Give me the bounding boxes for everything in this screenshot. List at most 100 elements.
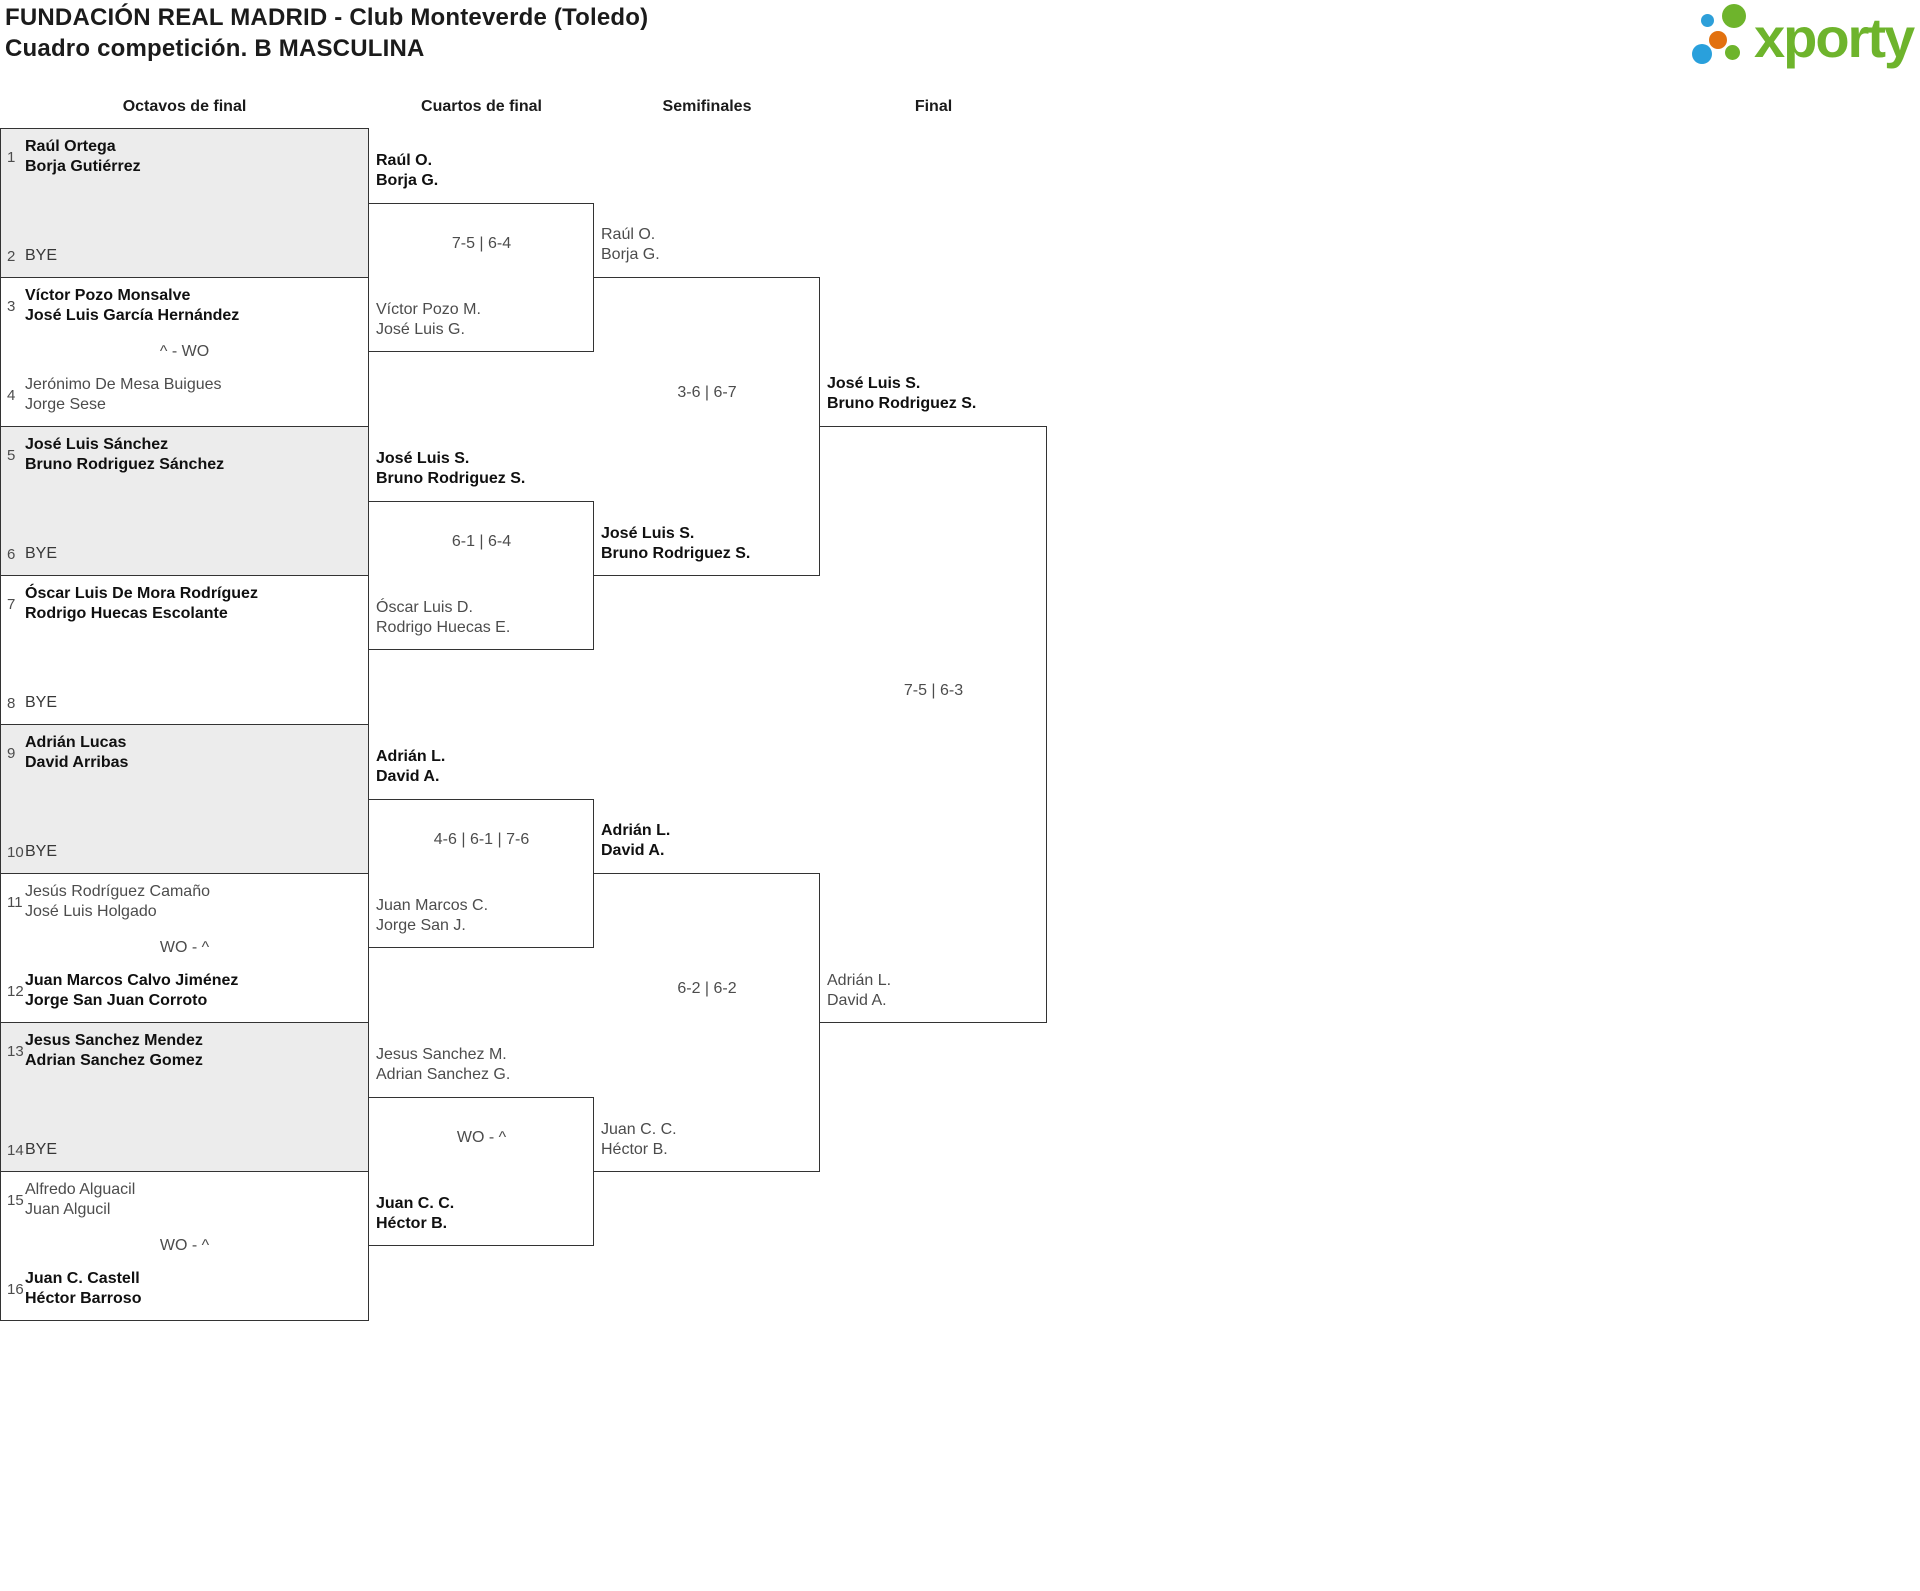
sf-match-1-box	[594, 277, 820, 576]
team-names: José Luis S. Bruno Rodriguez S.	[827, 375, 977, 412]
team-names: Juan C. Castell Héctor Barroso	[25, 1270, 142, 1307]
logo-dot-icon	[1709, 31, 1727, 49]
team-names: Óscar Luis D. Rodrigo Huecas E.	[376, 599, 511, 636]
xporty-logo[interactable]: xporty	[1690, 4, 1920, 79]
final-match-box	[820, 426, 1047, 1023]
team-names: Juan C. C. Héctor B.	[601, 1121, 677, 1158]
team-entry: 12 Juan Marcos Calvo Jiménez Jorge San J…	[7, 971, 360, 1011]
team-names: BYE	[25, 545, 58, 562]
team-names: José Luis S. Bruno Rodriguez S.	[601, 525, 751, 562]
team-entry: 14 BYE	[7, 1140, 360, 1160]
team-names: Jesus Sanchez M. Adrian Sanchez G.	[376, 1046, 511, 1083]
team-names: Adrián L. David A.	[376, 748, 446, 785]
draw-subtitle: Cuadro competición. B MASCULINA	[5, 35, 425, 62]
team-names: Jesús Rodríguez Camaño José Luis Holgado	[25, 883, 210, 920]
team-names: Jesus Sanchez Mendez Adrian Sanchez Gome…	[25, 1032, 203, 1069]
team-names: BYE	[25, 1141, 58, 1158]
team-names: BYE	[25, 843, 58, 860]
logo-dot-icon	[1722, 4, 1746, 28]
team-names: Adrián L. David A.	[601, 822, 671, 859]
round-header-final: Final	[914, 98, 953, 115]
logo-dot-icon	[1701, 14, 1714, 27]
event-title: FUNDACIÓN REAL MADRID - Club Monteverde …	[5, 4, 649, 31]
seed-number: 15	[7, 1191, 24, 1209]
team-names: Juan C. C. Héctor B.	[376, 1195, 455, 1232]
seed-number: 9	[7, 744, 16, 762]
sf-match-2-box	[594, 873, 820, 1172]
qf-match-3-box	[369, 799, 594, 948]
page-title: FUNDACIÓN REAL MADRID - Club Monteverde …	[5, 2, 648, 64]
team-names: José Luis Sánchez Bruno Rodriguez Sánche…	[25, 436, 225, 473]
seed-number: 2	[7, 247, 16, 265]
team-names: Adrián L. David A.	[827, 972, 892, 1009]
team-names: Juan Marcos C. Jorge San J.	[376, 897, 489, 934]
team-entry: 13 Jesus Sanchez Mendez Adrian Sanchez G…	[7, 1031, 360, 1071]
match-score: 4-6 | 6-1 | 7-6	[433, 831, 530, 848]
team-names: Alfredo Alguacil Juan Algucil	[25, 1181, 136, 1218]
match-score: WO - ^	[159, 1237, 210, 1254]
seed-number: 8	[7, 694, 16, 712]
r16-match-3: 5 José Luis Sánchez Bruno Rodriguez Sánc…	[0, 426, 369, 576]
seed-number: 4	[7, 386, 16, 404]
logo-dot-icon	[1725, 45, 1740, 60]
match-score: 6-2 | 6-2	[677, 980, 737, 997]
match-score: 7-5 | 6-4	[451, 235, 512, 252]
team-entry: 9 Adrián Lucas David Arribas	[7, 733, 360, 773]
match-score: 7-5 | 6-3	[903, 682, 964, 699]
team-names: Óscar Luis De Mora Rodríguez Rodrigo Hue…	[25, 585, 258, 622]
seed-number: 11	[7, 893, 23, 911]
team-entry: 10 BYE	[7, 842, 360, 862]
team-entry: 2 BYE	[7, 246, 360, 266]
r16-match-4: 7 Óscar Luis De Mora Rodríguez Rodrigo H…	[0, 575, 369, 725]
team-names: Jerónimo De Mesa Buigues Jorge Sese	[25, 376, 222, 413]
seed-number: 13	[7, 1042, 24, 1060]
match-score: WO - ^	[159, 939, 210, 956]
seed-number: 7	[7, 595, 16, 613]
team-names: BYE	[25, 247, 58, 264]
round-header-semifinales: Semifinales	[662, 98, 752, 115]
logo-dot-icon	[1692, 44, 1712, 64]
team-names: Juan Marcos Calvo Jiménez Jorge San Juan…	[25, 972, 239, 1009]
r16-match-1: 1 Raúl Ortega Borja Gutiérrez 2 BYE	[0, 128, 369, 278]
qf-match-2-box	[369, 501, 594, 650]
seed-number: 6	[7, 545, 16, 563]
r16-match-6: 11 Jesús Rodríguez Camaño José Luis Holg…	[0, 873, 369, 1023]
team-entry: 1 Raúl Ortega Borja Gutiérrez	[7, 137, 360, 177]
round-header-octavos: Octavos de final	[122, 98, 247, 115]
qf-match-4-box	[369, 1097, 594, 1246]
team-entry: 7 Óscar Luis De Mora Rodríguez Rodrigo H…	[7, 584, 360, 624]
team-entry: 16 Juan C. Castell Héctor Barroso	[7, 1269, 360, 1309]
team-entry: 8 BYE	[7, 693, 360, 713]
team-entry: 4 Jerónimo De Mesa Buigues Jorge Sese	[7, 375, 360, 415]
team-names: BYE	[25, 694, 58, 711]
team-names: Adrián Lucas David Arribas	[25, 734, 129, 771]
logo-wordmark: xporty	[1754, 6, 1915, 69]
team-names: Víctor Pozo Monsalve José Luis García He…	[25, 287, 240, 324]
seed-number: 5	[7, 446, 16, 464]
r16-match-8: 15 Alfredo Alguacil Juan Algucil 16 Juan…	[0, 1171, 369, 1321]
seed-number: 12	[7, 982, 24, 1000]
r16-match-7: 13 Jesus Sanchez Mendez Adrian Sanchez G…	[0, 1022, 369, 1172]
match-score: WO - ^	[456, 1129, 507, 1146]
team-names: Raúl O. Borja G.	[376, 152, 439, 189]
team-names: Raúl Ortega Borja Gutiérrez	[25, 138, 141, 175]
qf-match-1-box	[369, 203, 594, 352]
round-header-cuartos: Cuartos de final	[421, 98, 542, 115]
seed-number: 3	[7, 297, 16, 315]
seed-number: 10	[7, 843, 24, 861]
team-entry: 5 José Luis Sánchez Bruno Rodriguez Sánc…	[7, 435, 360, 475]
team-names: Víctor Pozo M. José Luis G.	[376, 301, 481, 338]
team-entry: 11 Jesús Rodríguez Camaño José Luis Holg…	[7, 882, 360, 922]
team-names: José Luis S. Bruno Rodriguez S.	[376, 450, 526, 487]
match-score: 6-1 | 6-4	[451, 533, 512, 550]
team-names: Raúl O. Borja G.	[601, 226, 660, 263]
seed-number: 14	[7, 1141, 24, 1159]
seed-number: 1	[7, 148, 16, 166]
team-entry: 3 Víctor Pozo Monsalve José Luis García …	[7, 286, 360, 326]
seed-number: 16	[7, 1280, 24, 1298]
r16-match-5: 9 Adrián Lucas David Arribas 10 BYE	[0, 724, 369, 874]
match-score: ^ - WO	[159, 343, 210, 360]
team-entry: 6 BYE	[7, 544, 360, 564]
team-entry: 15 Alfredo Alguacil Juan Algucil	[7, 1180, 360, 1220]
match-score: 3-6 | 6-7	[677, 384, 737, 401]
